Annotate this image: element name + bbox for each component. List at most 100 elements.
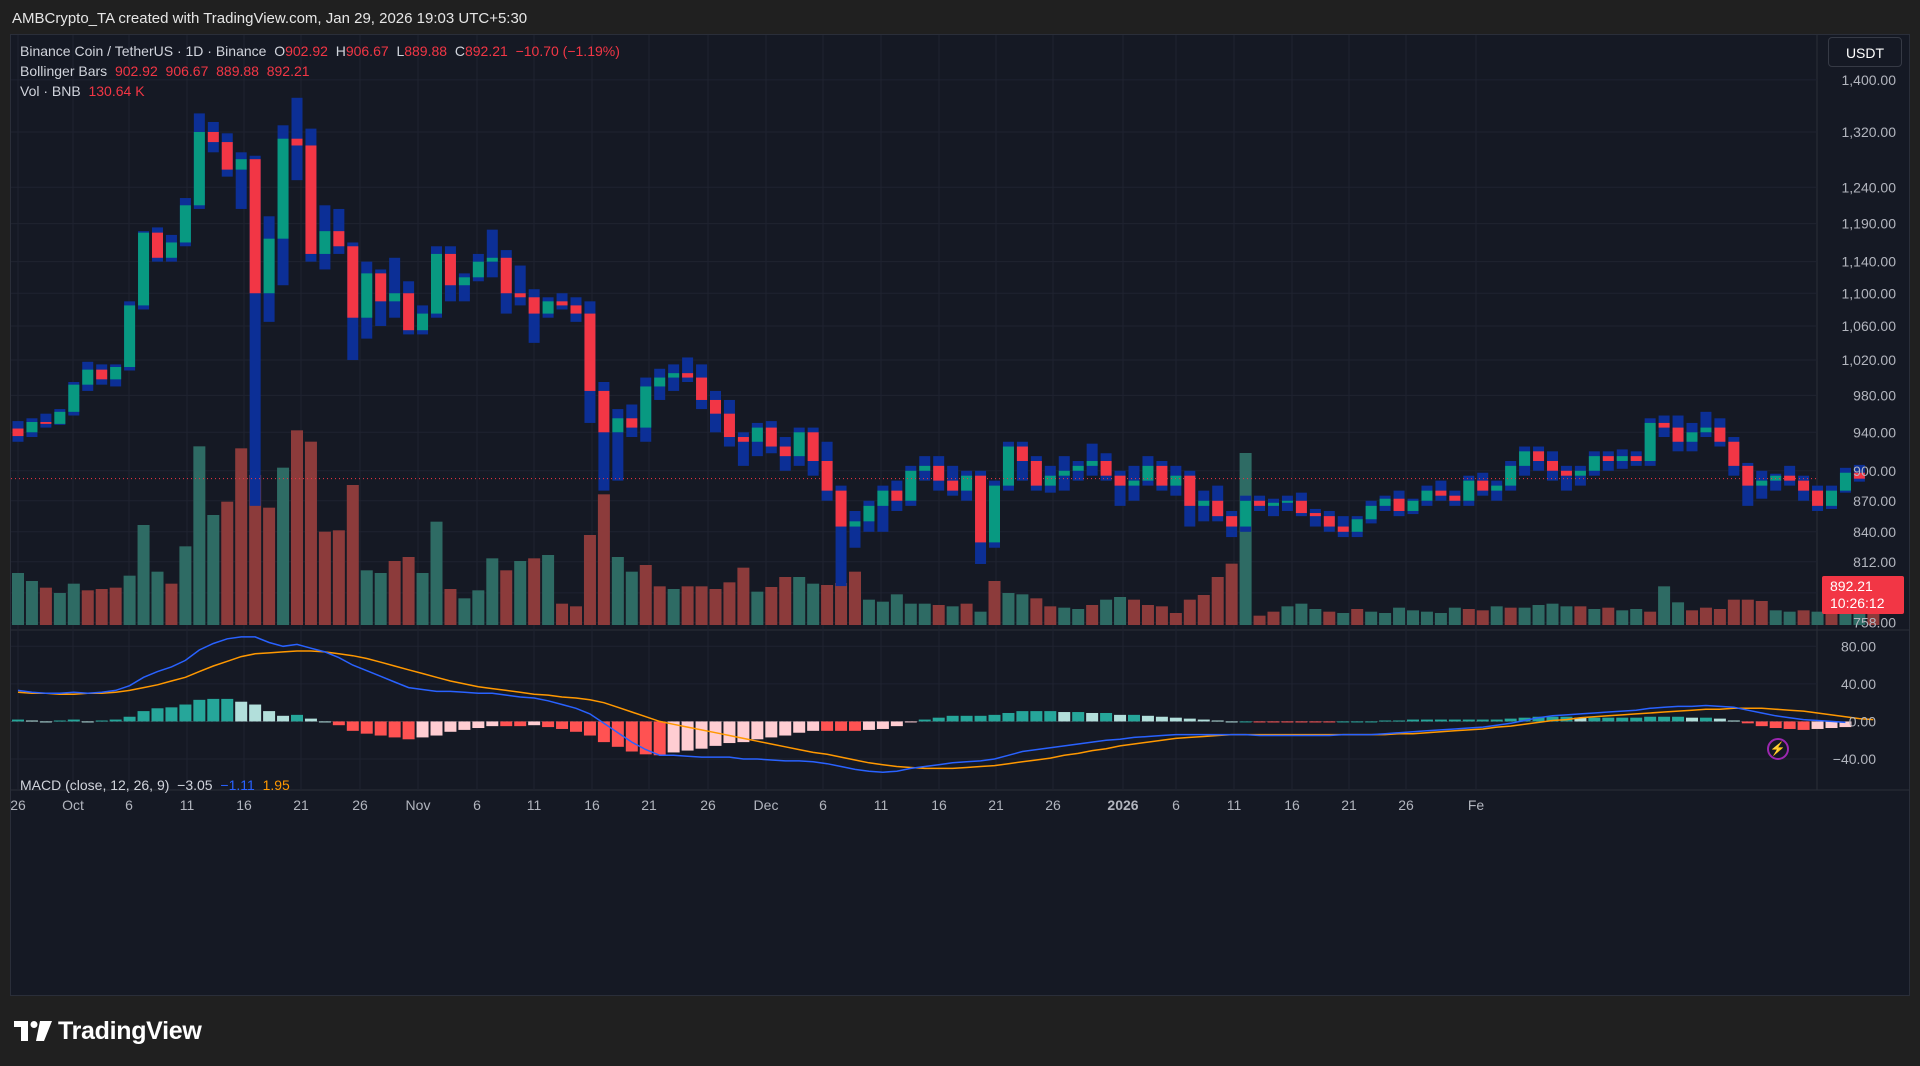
volume-bar: [1811, 611, 1824, 625]
macd-histogram-bar: [904, 721, 917, 723]
macd-tick-label: −40.00: [1833, 751, 1876, 767]
volume-bar: [388, 561, 401, 625]
macd-histogram-bar: [1072, 712, 1085, 722]
tradingview-logo-icon: [14, 1021, 52, 1041]
candle-body: [1337, 526, 1349, 532]
macd-histogram-bar: [444, 721, 457, 732]
tradingview-wordmark: TradingView: [58, 1016, 202, 1045]
macd-histogram-bar: [1183, 718, 1196, 722]
time-tick-label: 26: [700, 797, 716, 813]
macd-histogram-bar: [556, 721, 569, 729]
price-tick-label: 980.00: [1853, 387, 1896, 403]
candle-body: [1072, 465, 1084, 471]
currency-button[interactable]: USDT: [1828, 37, 1902, 67]
macd-histogram-bar: [779, 721, 792, 736]
macd-histogram-bar: [1211, 720, 1224, 722]
time-tick-label: 16: [931, 797, 947, 813]
time-tick-label: 6: [125, 797, 133, 813]
volume-bar: [193, 446, 206, 625]
volume-bar: [81, 590, 94, 625]
candle-body: [403, 293, 415, 331]
volume-bar: [486, 558, 499, 625]
macd-histogram-bar: [1407, 719, 1419, 722]
macd-histogram-bar: [821, 721, 834, 731]
volume-bar: [374, 573, 387, 625]
volume-bar: [542, 555, 555, 625]
macd-histogram-bar: [583, 721, 596, 736]
time-tick-label: 11: [180, 797, 195, 813]
bollinger-legend[interactable]: Bollinger Bars 902.92 906.67 889.88 892.…: [20, 63, 310, 79]
macd-histogram-bar: [1546, 716, 1559, 722]
macd-tick-label: 0.00: [1849, 713, 1876, 729]
macd-histogram-bar: [1323, 721, 1336, 723]
price-tick-label: 758.00: [1853, 615, 1896, 631]
candle-body: [891, 490, 903, 501]
price-tick-label: 1,400.00: [1842, 72, 1897, 88]
chart-canvas[interactable]: 1,400.00 1,320.00 1,240.00 1,190.00 1,140.00…: [11, 35, 1909, 995]
macd-histogram-bar: [1686, 717, 1698, 722]
bollinger-values: 902.92 906.67 889.88 892.21: [114, 63, 310, 79]
high-label: H: [335, 43, 346, 59]
volume-bar: [109, 587, 122, 625]
macd-histogram-bar: [988, 714, 1001, 722]
macd-histogram-bar: [723, 721, 736, 744]
volume-bar: [1518, 607, 1531, 625]
macd-histogram-bar: [1504, 718, 1517, 722]
symbol-legend[interactable]: Binance Coin / TetherUS · 1D · Binance O…: [20, 43, 620, 59]
macd-histogram-bar: [625, 721, 638, 752]
volume-bar: [1281, 606, 1294, 625]
candle-body: [723, 413, 735, 438]
volume-bar: [472, 590, 485, 625]
candle-body: [235, 159, 247, 170]
volume-bar: [1323, 611, 1336, 625]
axes: 1,400.00 1,320.00 1,240.00 1,190.00 1,140.00…: [11, 72, 1896, 813]
price-tick-label: 870.00: [1853, 493, 1896, 509]
volume-bar: [1769, 610, 1782, 625]
macd-histogram-bar: [1574, 717, 1587, 722]
volume-bar: [890, 594, 903, 625]
bar-countdown: 10:26:12: [1830, 595, 1885, 611]
volume-legend[interactable]: Vol · BNB 130.64 K: [20, 83, 145, 99]
time-tick-label: Fe: [1468, 797, 1485, 813]
macd-legend[interactable]: MACD (close, 12, 26, 9) −3.05 −1.11 1.95: [20, 777, 290, 793]
tradingview-logo[interactable]: TradingView: [14, 1016, 202, 1046]
volume-bar: [1239, 453, 1252, 625]
candle-range: [598, 381, 610, 491]
macd-histogram-bar: [1169, 717, 1182, 722]
time-tick-label: 16: [1284, 797, 1300, 813]
time-tick-label: Oct: [62, 797, 84, 813]
candle-body: [1616, 456, 1628, 461]
candle-body: [793, 432, 805, 457]
macd-histogram-bar: [1281, 721, 1294, 723]
volume-bar: [570, 606, 582, 625]
candle-body: [221, 142, 233, 170]
candle-body: [1295, 500, 1307, 514]
volume-bar: [653, 586, 666, 625]
macd-histogram-bar: [946, 715, 959, 722]
volume-bar: [1030, 598, 1043, 625]
candle-body: [737, 437, 749, 442]
macd-line: [17, 636, 1846, 773]
candle-range: [528, 289, 540, 343]
top-bar: AMBCrypto_TA created with TradingView.co…: [0, 0, 1920, 34]
time-tick-label: 16: [236, 797, 252, 813]
macd-histogram-bar: [374, 721, 387, 736]
macd-histogram-bar: [890, 721, 903, 727]
macd-histogram-bar: [53, 720, 66, 722]
chart-panel[interactable]: 1,400.00 1,320.00 1,240.00 1,190.00 1,140.00…: [10, 34, 1910, 996]
lightning-icon[interactable]: ⚡: [1767, 738, 1789, 760]
candle-body: [124, 305, 136, 368]
volume-bar: [1141, 605, 1154, 625]
candle-body: [612, 418, 624, 433]
macd-histogram-bar: [1420, 719, 1433, 722]
macd-histogram-bar: [193, 699, 206, 722]
candle-body: [1379, 498, 1391, 506]
volume-bar: [25, 581, 38, 625]
macd-histogram-bar: [123, 716, 136, 722]
volume-bar: [291, 430, 303, 625]
macd-pane: [11, 636, 1874, 773]
candle-body: [1686, 432, 1698, 442]
volume-bar: [974, 611, 987, 625]
macd-histogram-bar: [1309, 721, 1322, 723]
candle-body: [654, 377, 666, 387]
